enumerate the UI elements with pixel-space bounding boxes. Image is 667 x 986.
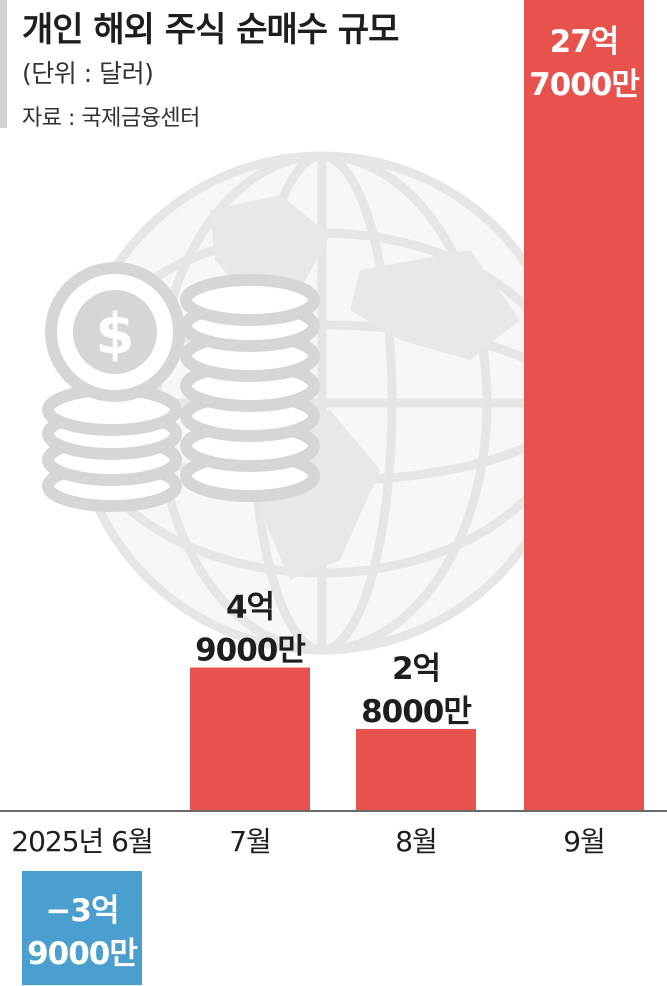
unit-label: (단위 : 달러) (22, 59, 154, 88)
data-label-3-1: 7000만 (529, 67, 639, 103)
x-tick-label-0: 2025년 6월 (11, 825, 153, 858)
bars-layer (22, 0, 644, 986)
data-label-1-0: 4억 (226, 590, 274, 626)
data-label-1-1: 9000만 (195, 633, 305, 669)
data-label-0-0: −3억 (45, 893, 118, 929)
data-labels-layer: −3억 9000만 4억 9000만 2억 8000만 27억 7000만 (27, 24, 640, 972)
source-label: 자료 : 국제금융센터 (22, 106, 200, 131)
title-accent-bar (0, 0, 7, 128)
bar-0 (22, 871, 142, 986)
coin-stack-icon (42, 274, 320, 512)
bar-1 (190, 667, 310, 811)
dollar-coin-icon: $ (45, 262, 185, 402)
bar-3 (524, 0, 644, 811)
data-label-2-0: 2억 (392, 651, 440, 687)
chart-title: 개인 해외 주식 순매수 규모 (22, 10, 399, 50)
x-axis-labels: 2025년 6월 7월 8월 9월 (11, 825, 606, 858)
data-label-0-1: 9000만 (27, 936, 137, 972)
bar-2 (356, 729, 476, 811)
data-label-2-1: 8000만 (361, 694, 471, 730)
x-tick-label-3: 9월 (563, 825, 605, 858)
svg-text:$: $ (96, 302, 135, 367)
x-tick-label-1: 7월 (229, 825, 271, 858)
data-label-3-0: 27억 (550, 24, 619, 60)
x-tick-label-2: 8월 (395, 825, 437, 858)
